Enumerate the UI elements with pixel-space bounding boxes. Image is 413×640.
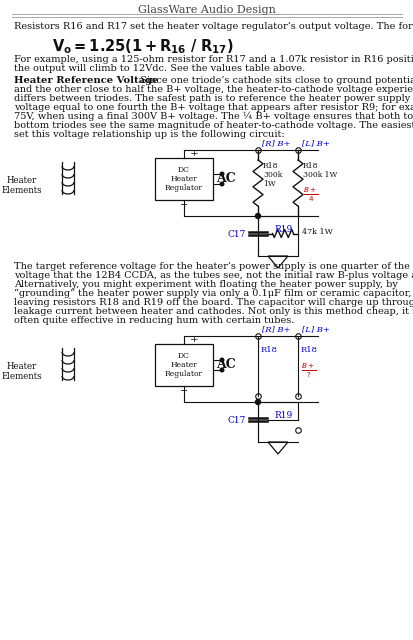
Text: AC: AC [216,172,235,185]
Circle shape [220,368,223,372]
Bar [154,344,212,386]
Text: [L] B+: [L] B+ [301,139,329,147]
Text: Since one triode’s cathode sits close to ground potential: Since one triode’s cathode sits close to… [134,76,413,85]
Text: $\frac{B+}{4}$: $\frac{B+}{4}$ [302,186,318,204]
Text: C17: C17 [227,230,245,239]
Text: leaving resistors R18 and R19 off the board. The capacitor will charge up throug: leaving resistors R18 and R19 off the bo… [14,298,413,307]
Text: R18: R18 [260,346,277,354]
Text: [R] B+: [R] B+ [261,325,290,333]
Text: and the other close to half the B+ voltage, the heater-to-cathode voltage experi: and the other close to half the B+ volta… [14,85,413,94]
Text: +: + [189,335,198,344]
Text: [L] B+: [L] B+ [301,325,329,333]
Circle shape [220,182,223,186]
Circle shape [255,214,260,218]
Text: set this voltage relationship up is the following circuit:: set this voltage relationship up is the … [14,130,284,139]
Text: the output will climb to 12Vdc. See the values table above.: the output will climb to 12Vdc. See the … [14,64,304,73]
Text: R18: R18 [300,346,317,354]
Text: $\frac{B+}{?}$: $\frac{B+}{?}$ [300,362,316,380]
Text: AC: AC [216,358,235,371]
Text: Heater Reference Voltage: Heater Reference Voltage [14,76,158,85]
Text: −: − [180,201,188,210]
Circle shape [255,399,260,404]
Text: Resistors R16 and R17 set the heater voltage regulator’s output voltage. The for: Resistors R16 and R17 set the heater vol… [14,22,413,31]
Text: voltage that the 12B4 CCDA, as the tubes see, not the initial raw B-plus voltage: voltage that the 12B4 CCDA, as the tubes… [14,271,413,280]
Text: R19: R19 [273,225,292,234]
Text: C17: C17 [227,416,245,425]
Text: R19: R19 [273,412,292,420]
Text: leakage current between heater and cathodes. Not only is this method cheap, it i: leakage current between heater and catho… [14,307,413,316]
Text: For example, using a 125-ohm resistor for R17 and a 1.07k resistor in R16 positi: For example, using a 125-ohm resistor fo… [14,55,413,64]
Circle shape [220,172,223,176]
Text: $\mathbf{V_o = 1.25(1 + R_{16}\ /\ R_{17})}$: $\mathbf{V_o = 1.25(1 + R_{16}\ /\ R_{17… [52,37,233,56]
Circle shape [220,358,223,362]
Text: Heater
Elements: Heater Elements [2,362,42,381]
Text: 75V, when using a final 300V B+ voltage. The ¼ B+ voltage ensures that both top : 75V, when using a final 300V B+ voltage.… [14,112,413,122]
Text: DC
Heater
Regulator: DC Heater Regulator [165,166,202,193]
Text: +: + [189,149,198,158]
Text: −: − [180,387,188,396]
Text: GlassWare Audio Design: GlassWare Audio Design [138,5,275,15]
Text: Alternatively, you might experiment with floating the heater power supply, by: Alternatively, you might experiment with… [14,280,397,289]
Text: R18
300k 1W: R18 300k 1W [302,162,337,179]
Text: often quite effective in reducing hum with certain tubes.: often quite effective in reducing hum wi… [14,316,294,325]
Text: Heater
Elements: Heater Elements [2,176,42,195]
Text: differs between triodes. The safest path is to reference the heater power supply: differs between triodes. The safest path… [14,94,413,103]
Bar [154,158,212,200]
Text: “grounding” the heater power supply via only a 0.1μF film or ceramic capacitor,: “grounding” the heater power supply via … [14,289,411,298]
Text: bottom triodes see the same magnitude of heater-to-cathode voltage. The easiest : bottom triodes see the same magnitude of… [14,121,413,130]
Text: [R] B+: [R] B+ [261,139,290,147]
Text: DC
Heater
Regulator: DC Heater Regulator [165,352,202,378]
Text: The target reference voltage for the heater’s power supply is one quarter of the: The target reference voltage for the hea… [14,262,413,271]
Text: R18
300k
1W: R18 300k 1W [262,162,282,188]
Text: voltage equal to one fourth the B+ voltage that appears after resistor R9; for e: voltage equal to one fourth the B+ volta… [14,103,413,112]
Text: 47k 1W: 47k 1W [301,228,332,237]
